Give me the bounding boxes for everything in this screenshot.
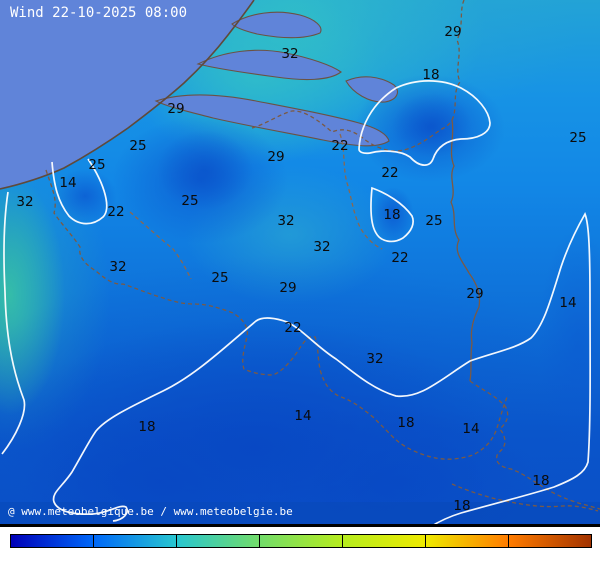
wind-value-label: 22	[391, 250, 408, 266]
wind-value-label: 14	[559, 295, 576, 311]
wind-value-label: 29	[279, 280, 296, 296]
wind-value-label: 32	[277, 213, 294, 229]
wind-value-label: 25	[88, 157, 105, 173]
wind-value-label: 32	[313, 239, 330, 255]
wind-value-label: 18	[532, 473, 549, 489]
wind-value-label: 32	[16, 194, 33, 210]
wind-map: 32 29 18 29 25 25 22 29 25 22 14 32 25 22 18 32 25 32 22 32…	[0, 0, 600, 527]
wind-value-label: 29	[444, 24, 461, 40]
colorbar-segment	[177, 535, 260, 547]
wind-value-label: 32	[366, 351, 383, 367]
colorbar-segment	[94, 535, 177, 547]
sea-area	[0, 0, 398, 189]
wind-contour-lines	[1, 80, 592, 527]
wind-value-label: 22	[381, 165, 398, 181]
wind-value-label: 18	[422, 67, 439, 83]
wind-value-label: 14	[59, 175, 76, 191]
wind-speed-colorbar	[10, 534, 592, 548]
map-bottom-border	[0, 524, 600, 527]
wind-value-label: 32	[109, 259, 126, 275]
wind-value-label: 25	[569, 130, 586, 146]
wind-value-label: 22	[284, 320, 301, 336]
copyright-band	[0, 502, 600, 524]
wind-value-label: 22	[331, 138, 348, 154]
country-borders	[45, 0, 600, 512]
wind-value-label: 25	[181, 193, 198, 209]
wind-value-label: 29	[466, 286, 483, 302]
wind-value-label: 14	[294, 408, 311, 424]
colorbar-segment	[426, 535, 509, 547]
wind-value-labels: 32 29 18 29 25 25 22 29 25 22 14 32 25 22 18 32 25 32 22 32…	[16, 24, 586, 514]
colorbar-segment	[509, 535, 591, 547]
colorbar-segment	[343, 535, 426, 547]
coastline	[0, 0, 255, 190]
wind-value-label: 14	[462, 421, 479, 437]
wind-value-label: 18	[453, 498, 470, 514]
wind-value-label: 25	[211, 270, 228, 286]
wind-value-label: 18	[383, 207, 400, 223]
colorbar-segment	[260, 535, 343, 547]
wind-value-label: 25	[129, 138, 146, 154]
wind-value-label: 22	[107, 204, 124, 220]
colorbar-segment	[11, 535, 94, 547]
wind-value-label: 29	[167, 101, 184, 117]
wind-value-label: 18	[397, 415, 414, 431]
wind-value-label: 32	[281, 46, 298, 62]
map-title: Wind 22-10-2025 08:00	[10, 5, 188, 21]
wind-value-label: 25	[425, 213, 442, 229]
copyright-text: @ www.meteobelgique.be / www.meteobelgie…	[8, 505, 293, 518]
wind-value-label: 18	[138, 419, 155, 435]
wind-value-label: 29	[267, 149, 284, 165]
